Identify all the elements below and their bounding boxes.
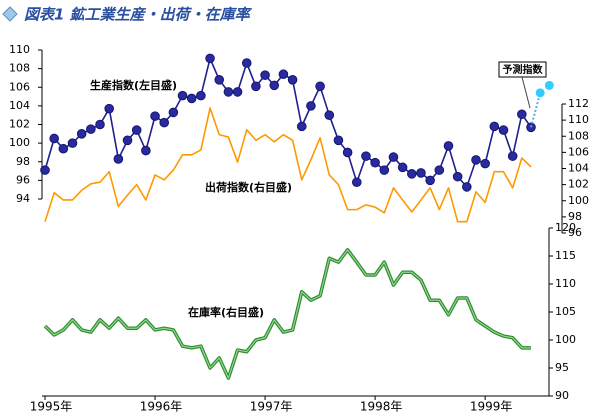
series-marker (196, 90, 206, 101)
y-tick-label: 106 (568, 145, 589, 158)
series-marker (351, 177, 362, 188)
series-marker (498, 125, 509, 135)
series-marker (379, 165, 390, 175)
series-marker (67, 138, 78, 148)
series-marker (131, 125, 142, 135)
series-marker (388, 152, 399, 162)
series-marker (168, 107, 179, 118)
series-marker (205, 53, 215, 64)
annotation: 予測指数 (503, 63, 544, 76)
series-marker (517, 109, 527, 120)
series-marker (324, 110, 335, 120)
forecast-point (535, 88, 545, 98)
series-line (44, 57, 532, 188)
series-marker (86, 124, 96, 134)
x-tick-label: 1999年 (470, 400, 513, 414)
series-marker (104, 103, 114, 114)
y-tick-label: 90 (555, 389, 569, 402)
series-marker (416, 168, 426, 178)
series-marker (480, 158, 490, 169)
series-marker (333, 135, 344, 146)
series-marker (397, 162, 408, 173)
series-marker (223, 87, 234, 97)
y-tick-label: 98 (16, 155, 30, 168)
series-marker (241, 58, 252, 68)
y-tick-label: 96 (568, 226, 582, 239)
y-tick-label: 108 (9, 62, 30, 75)
series-marker (186, 93, 197, 104)
series-marker (159, 117, 170, 128)
series-marker (315, 81, 325, 92)
series-marker (58, 143, 69, 154)
series-marker (251, 81, 261, 92)
y-tick-label: 120 (555, 221, 576, 234)
series-marker (177, 90, 188, 101)
series-line-shadow (43, 248, 532, 380)
y-tick-label: 100 (555, 333, 576, 346)
y-tick-label: 108 (568, 129, 589, 142)
series-marker (141, 145, 151, 156)
series-marker (269, 80, 280, 91)
series-marker (306, 101, 316, 111)
y-tick-label: 110 (555, 277, 576, 290)
series-marker (471, 155, 481, 165)
series-marker (278, 69, 289, 80)
y-tick-label: 95 (555, 361, 569, 374)
y-tick-label: 102 (568, 178, 589, 191)
series-marker (507, 151, 518, 161)
y-tick-label: 100 (9, 136, 30, 149)
series-marker (407, 169, 417, 179)
series-line (44, 249, 532, 379)
y-tick-label: 110 (9, 43, 30, 56)
y-tick-label: 106 (9, 80, 30, 93)
series-marker (489, 121, 500, 132)
series-marker (443, 141, 454, 151)
y-tick-label: 100 (568, 194, 589, 207)
y-tick-label: 105 (555, 305, 576, 318)
series-marker (49, 133, 59, 144)
annotation-arrow (521, 76, 531, 109)
forecast-point (544, 80, 554, 90)
series-marker (452, 171, 463, 182)
title-icon (2, 6, 18, 22)
chart-title: 図表1 鉱工業生産・出荷・在庫率 (24, 6, 253, 24)
y-tick-label: 102 (9, 118, 30, 131)
y-tick-label: 104 (568, 162, 589, 175)
series-marker (361, 151, 371, 161)
forecast-connector (530, 92, 542, 128)
series-marker (122, 135, 133, 146)
series-line (44, 107, 532, 223)
series-marker (95, 119, 105, 130)
y-tick-label: 94 (16, 192, 30, 205)
series-marker (287, 75, 298, 85)
series-marker (260, 70, 270, 80)
series-label: 出荷指数(右目盛) (205, 180, 292, 194)
y-tick-label: 110 (568, 113, 589, 126)
series-marker (214, 75, 225, 85)
x-tick-label: 1998年 (360, 400, 403, 414)
series-marker (425, 175, 435, 186)
series-marker (342, 147, 353, 158)
series-marker (113, 154, 124, 164)
y-tick-label: 96 (16, 173, 30, 186)
series-label: 在庫率(右目盛) (188, 305, 264, 319)
x-tick-label: 1995年 (30, 400, 73, 414)
series-marker (76, 129, 87, 139)
y-tick-label: 98 (568, 210, 582, 223)
y-tick-label: 112 (568, 97, 589, 110)
y-tick-label: 115 (555, 249, 576, 262)
x-tick-label: 1996年 (140, 400, 183, 414)
series-label: 生産指数(左目盛) (90, 78, 177, 92)
series-marker (434, 165, 445, 175)
series-marker (296, 121, 307, 132)
y-tick-label: 104 (9, 99, 30, 112)
x-tick-label: 1997年 (250, 400, 293, 414)
series-marker (370, 157, 380, 168)
series-marker (462, 182, 472, 192)
series-marker (150, 111, 160, 121)
series-marker (40, 165, 50, 175)
series-marker (232, 87, 243, 97)
